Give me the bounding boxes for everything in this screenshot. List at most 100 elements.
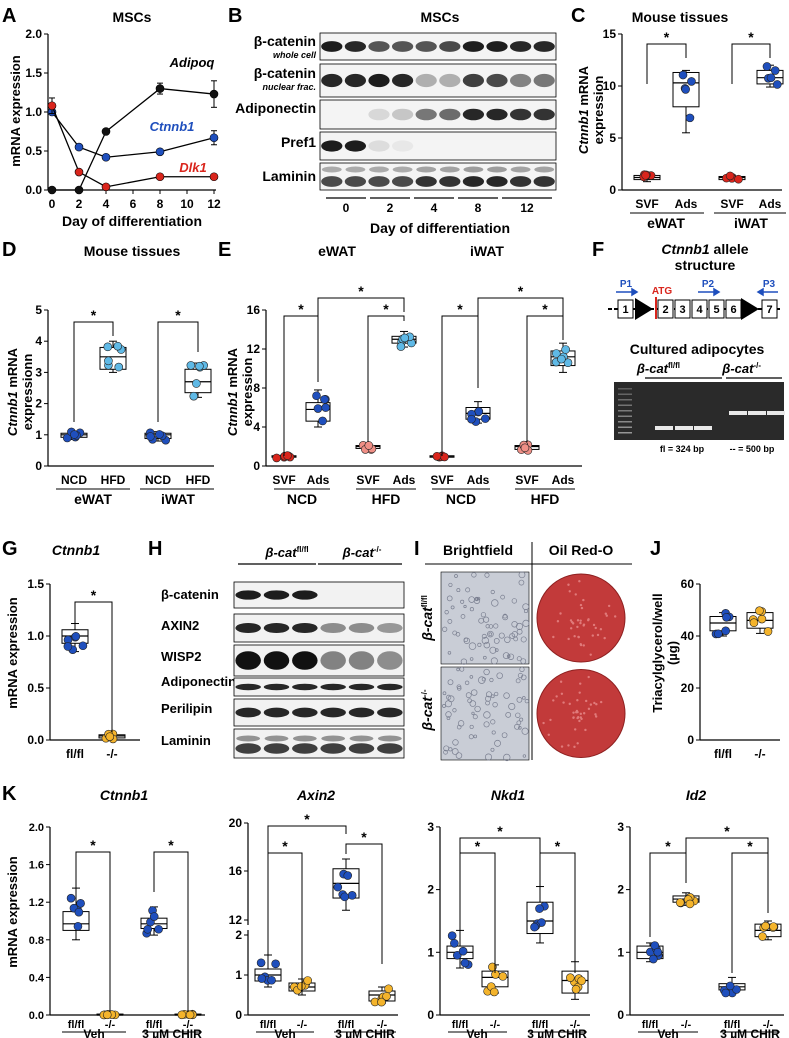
cell [511,631,518,638]
data-point [467,414,476,424]
cell [465,587,471,593]
atg-label: ATG [652,286,673,297]
significance-star: * [497,823,503,839]
x-tick-label: Ads [307,473,330,487]
blot-band [509,73,532,88]
stain-speck [552,635,555,639]
stain-speck [549,718,552,722]
blot-band [321,73,343,88]
x-tick-label: fl/fl [68,1019,85,1031]
y-tick-label: 0.0 [27,733,44,747]
data-point [561,345,570,354]
lane-label: β-catfl/fl [264,545,308,560]
blot-band [391,41,414,52]
group-label: HFD [531,491,560,507]
y-tick-label: 2.0 [29,822,44,834]
group-label: iWAT [161,491,195,507]
y-tick-label: 0.5 [27,681,44,695]
blot-band [533,73,555,88]
data-point [333,882,343,892]
data-point [78,641,88,651]
cell [492,702,498,708]
data-point [101,152,111,162]
group-label: Veh [274,1027,295,1038]
data-point [76,899,85,908]
stain-speck [582,712,586,715]
panel-g: G Ctnnb1 mRNA expression 0.0 0.5 1.0 1.5 * fl… [2,538,140,761]
exon-label: 1 [622,304,628,316]
ladder-band [618,393,632,395]
x-tick-label: HFD [186,473,211,487]
y-tick-label: 1 [427,945,434,959]
blot-strip [233,581,405,609]
significance-star: * [168,837,174,853]
data-point [396,342,406,351]
cell [483,668,490,676]
data-point [557,354,566,364]
blot-band [368,176,390,187]
stain-speck [576,742,579,745]
cell [494,648,499,652]
data-point [762,62,772,71]
microscopy-images [440,571,626,762]
cell [444,700,452,708]
lane-label-genotype: fl/fl [297,545,309,554]
data-point [678,70,688,80]
cell [485,624,490,629]
panel-d: D Mouse tissues Ctnnb1 mRNA expressionn … [2,239,214,507]
cell [464,680,470,686]
stain-speck [613,615,617,618]
blot-band [348,651,375,670]
blot-band [344,73,367,88]
cell [474,597,479,601]
cell [511,598,517,604]
x-tick-label: HFD [101,473,126,487]
stain-speck [582,644,585,647]
cell [447,679,454,686]
blot-band [292,735,317,742]
significance-star: * [542,301,548,317]
panel-letter: D [2,239,16,261]
cell [516,720,522,726]
data-point [209,133,219,143]
data-point [721,988,731,998]
data-point [450,938,459,948]
panel-f: F Ctnnb1 allele structure P1 P2 P3 ATG 1… [592,239,785,454]
significance-bracket [157,321,199,422]
x-tick-label: -/- [570,1019,581,1031]
blot-band [321,176,343,187]
y-tick-label: 0 [687,733,694,747]
cell [491,599,499,607]
group-label: iWAT [734,215,768,231]
data-point [755,606,764,616]
blot-band [439,108,461,121]
blot-band [486,108,508,121]
y-axis: 0.0 0.5 1.0 1.5 2.0 [25,27,49,197]
blot-band [391,176,414,187]
x-tick-label: Ads [759,197,782,211]
blot-band [486,176,508,187]
panel-h: H β-catfl/fl β-cat-/- β-catenin AXIN2 WI… [148,538,405,759]
panel-title: eWAT [318,243,356,259]
blot-band [263,590,290,600]
cell [446,694,452,700]
stain-speck [574,593,577,596]
data-point [104,356,113,366]
cell [481,633,487,639]
stain-speck [599,700,603,704]
stain-speck [587,707,591,711]
x-tick-label: fl/fl [338,1019,355,1031]
stain-speck [576,619,580,622]
western-blot [319,32,557,191]
y-tick-label: 0 [609,183,616,197]
y-tick-label: 0 [253,459,260,473]
stain-speck [594,715,598,718]
panel-letter: K [2,783,17,805]
pcr-band [748,411,766,415]
row-label-genotype: fl/fl [420,595,429,607]
y-tick-label: 40 [681,629,695,643]
blot-band [292,707,318,718]
data-point [313,404,323,413]
data-point [452,951,462,960]
data-point [530,922,539,932]
